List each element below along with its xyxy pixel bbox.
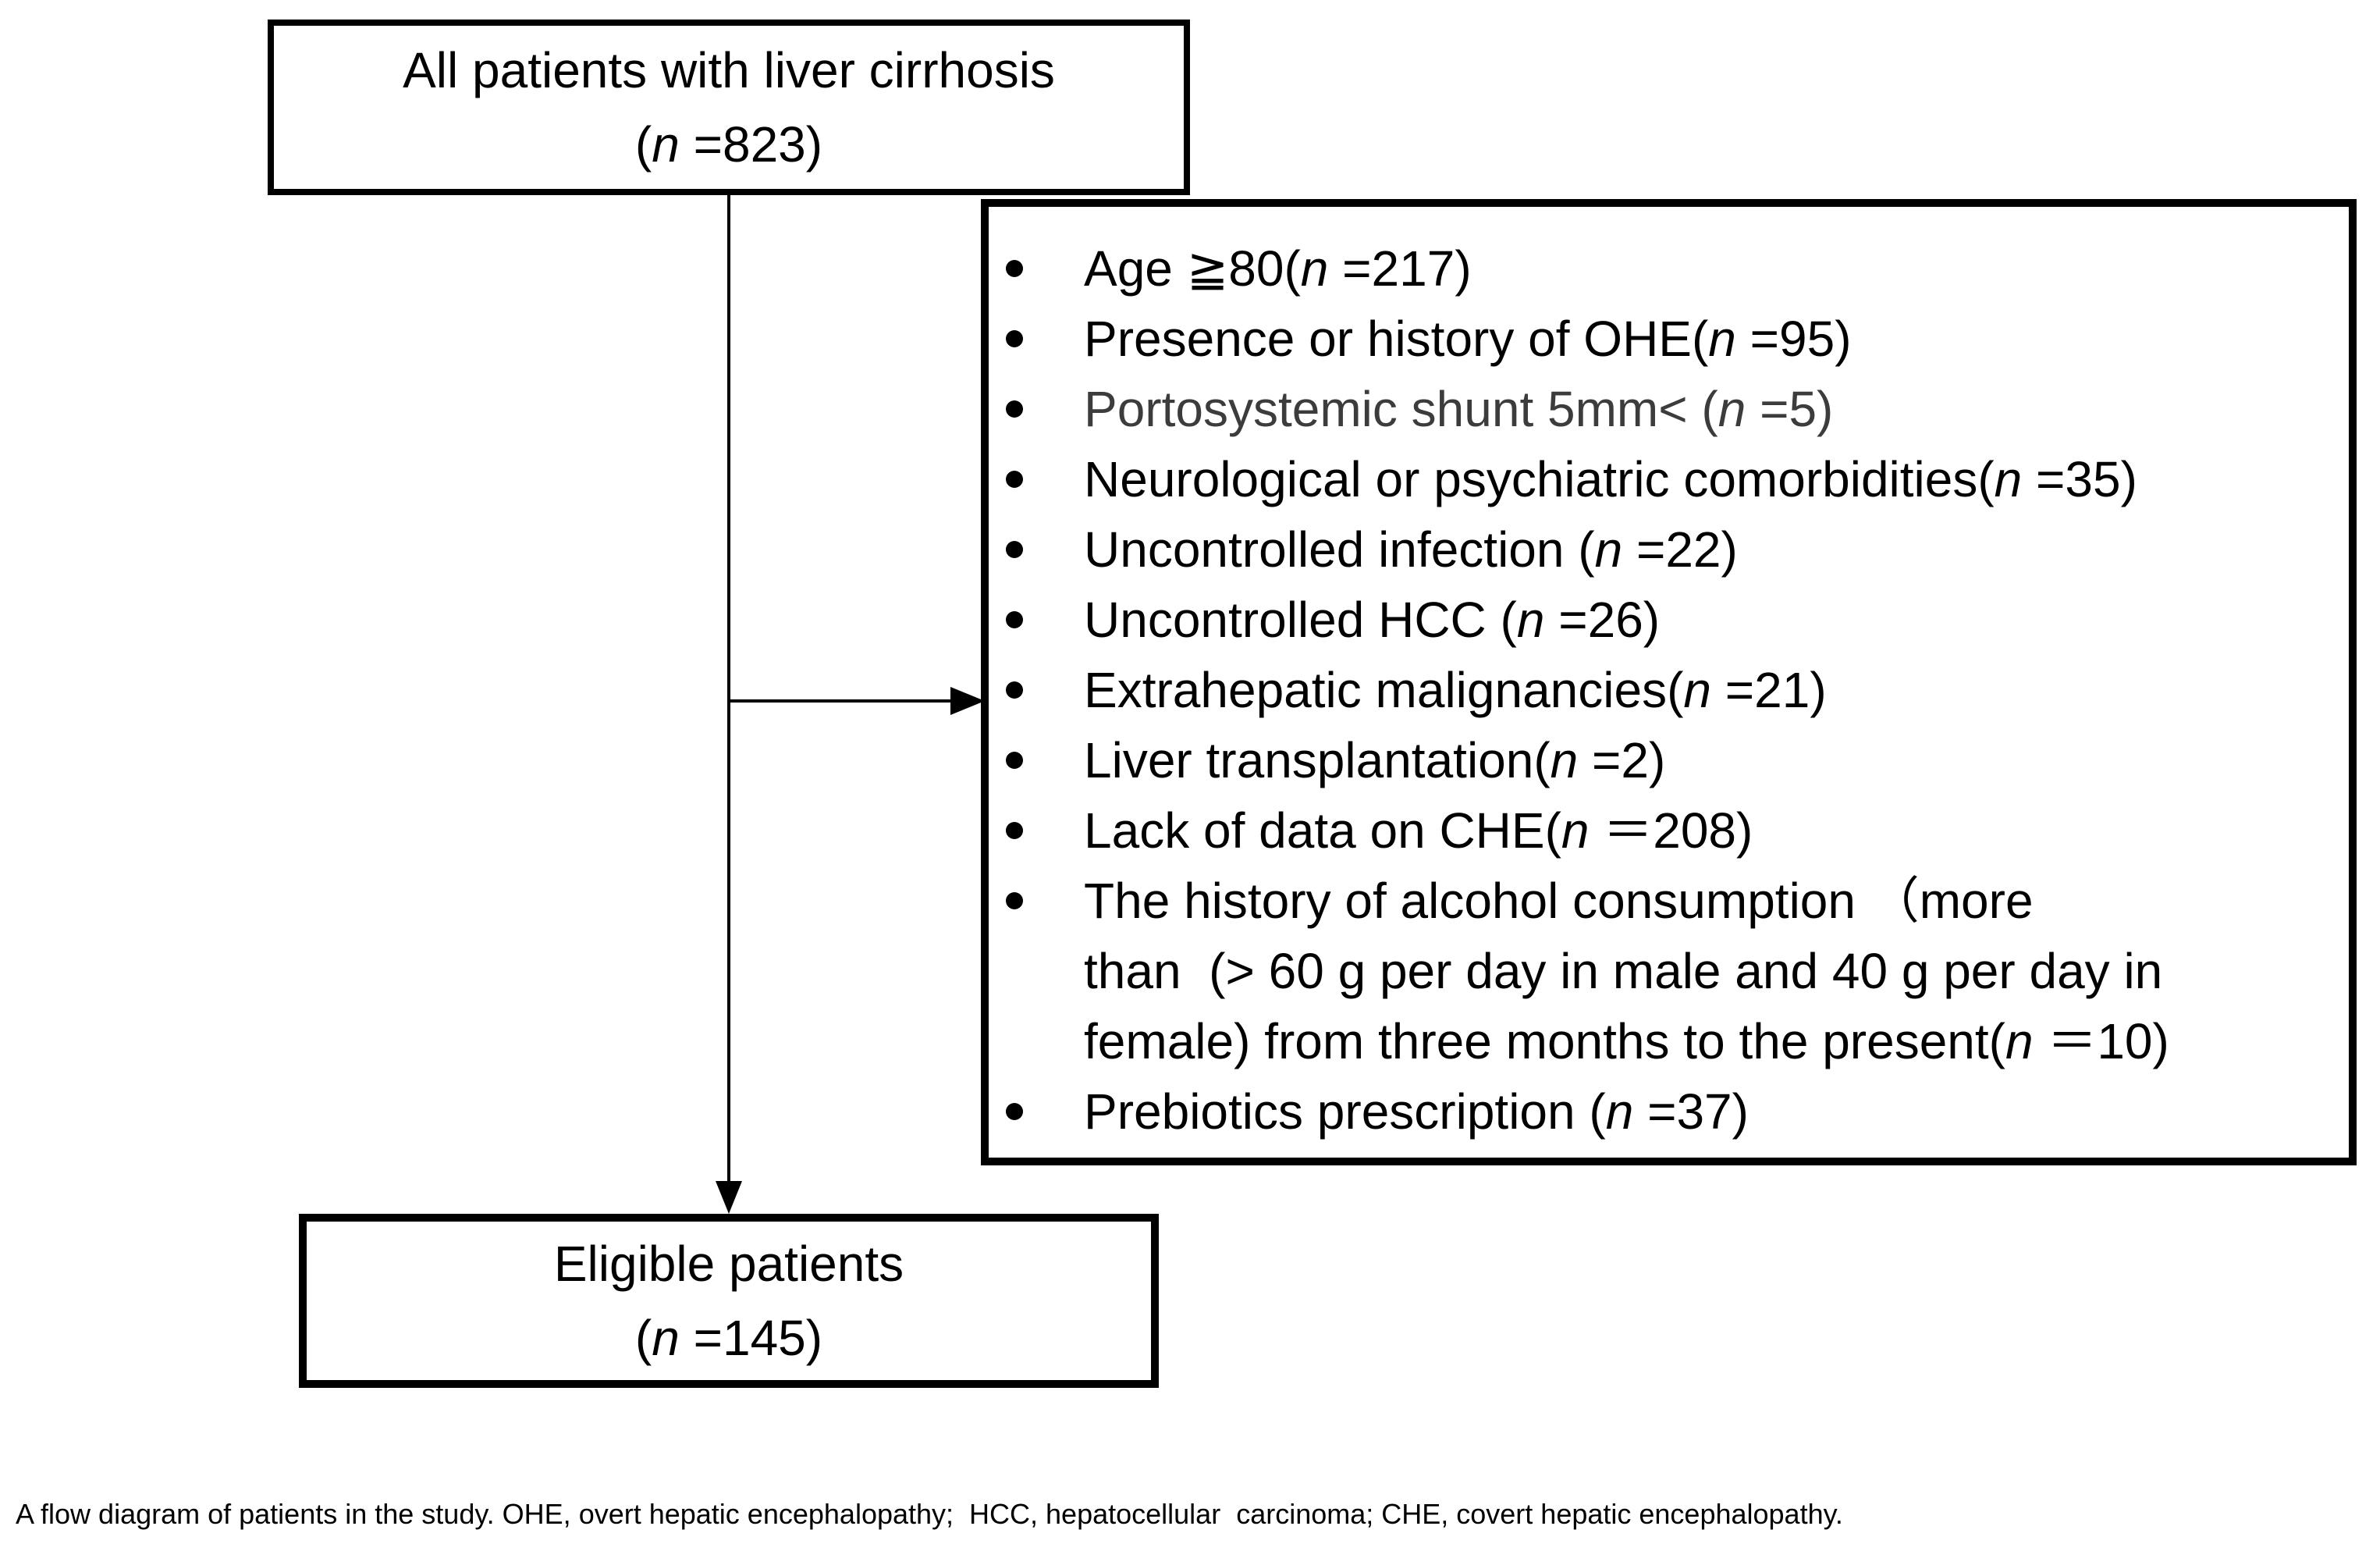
- exclusion-item: Extrahepatic malignancies(n =21): [1006, 655, 2336, 725]
- exclusion-item-text: Portosystemic shunt 5mm< (n =5): [1084, 381, 1834, 437]
- exclusion-list: Age ≧80(n =217) Presence or history of O…: [989, 207, 2349, 1147]
- exclusion-item: Portosystemic shunt 5mm< (n =5): [1006, 374, 2336, 444]
- exclusion-item-text: Uncontrolled HCC (n =26): [1084, 592, 1661, 648]
- down-arrowhead-icon: [716, 1181, 742, 1214]
- eligible-patients-box: Eligible patients (n =145): [299, 1214, 1159, 1388]
- exclusion-item-text: Presence or history of OHE(n =95): [1084, 311, 1852, 367]
- bullet-icon: [1006, 822, 1023, 839]
- exclusion-item-text: Liver transplantation(n =2): [1084, 732, 1666, 788]
- bullet-icon: [1006, 681, 1023, 699]
- exclusion-item: Uncontrolled HCC (n =26): [1006, 585, 2336, 655]
- exclusion-item: Lack of data on CHE(n ＝208): [1006, 795, 2336, 866]
- bullet-icon: [1006, 752, 1023, 769]
- all-patients-box-text: All patients with liver cirrhosis (n =82…: [403, 41, 1055, 173]
- exclusion-item: The history of alcohol consumption （more…: [1006, 866, 2336, 1076]
- exclusion-item: Liver transplantation(n =2): [1006, 725, 2336, 795]
- exclusion-item-text: Prebiotics prescription (n =37): [1084, 1083, 1749, 1140]
- bullet-icon: [1006, 260, 1023, 277]
- bullet-icon: [1006, 330, 1023, 347]
- exclusion-item: Prebiotics prescription (n =37): [1006, 1076, 2336, 1147]
- exclusion-item-text: Age ≧80(n =217): [1084, 240, 1472, 297]
- exclusion-item-text: Lack of data on CHE(n ＝208): [1084, 802, 1753, 859]
- bullet-icon: [1006, 400, 1023, 418]
- exclusion-criteria-box: Age ≧80(n =217) Presence or history of O…: [981, 199, 2357, 1165]
- exclusion-item: Uncontrolled infection (n =22): [1006, 514, 2336, 585]
- exclusion-item: Age ≧80(n =217): [1006, 233, 2336, 304]
- exclusion-item: Neurological or psychiatric comorbiditie…: [1006, 444, 2336, 514]
- exclusion-item-text: Neurological or psychiatric comorbiditie…: [1084, 451, 2137, 507]
- vertical-connector-line: [727, 194, 730, 1182]
- bullet-icon: [1006, 1103, 1023, 1120]
- bullet-icon: [1006, 471, 1023, 488]
- exclusion-item-text: The history of alcohol consumption （more…: [1084, 873, 2169, 1069]
- bullet-icon: [1006, 892, 1023, 909]
- exclusion-item: Presence or history of OHE(n =95): [1006, 304, 2336, 374]
- all-patients-box: All patients with liver cirrhosis (n =82…: [268, 20, 1190, 195]
- figure-caption: A flow diagram of patients in the study.…: [16, 1498, 1843, 1530]
- bullet-icon: [1006, 611, 1023, 628]
- bullet-icon: [1006, 541, 1023, 558]
- exclusion-branch-line: [729, 699, 952, 703]
- exclusion-item-text: Extrahepatic malignancies(n =21): [1084, 662, 1827, 718]
- right-arrowhead-icon: [950, 687, 985, 715]
- exclusion-item-text: Uncontrolled infection (n =22): [1084, 521, 1738, 578]
- eligible-patients-box-text: Eligible patients (n =145): [553, 1235, 904, 1366]
